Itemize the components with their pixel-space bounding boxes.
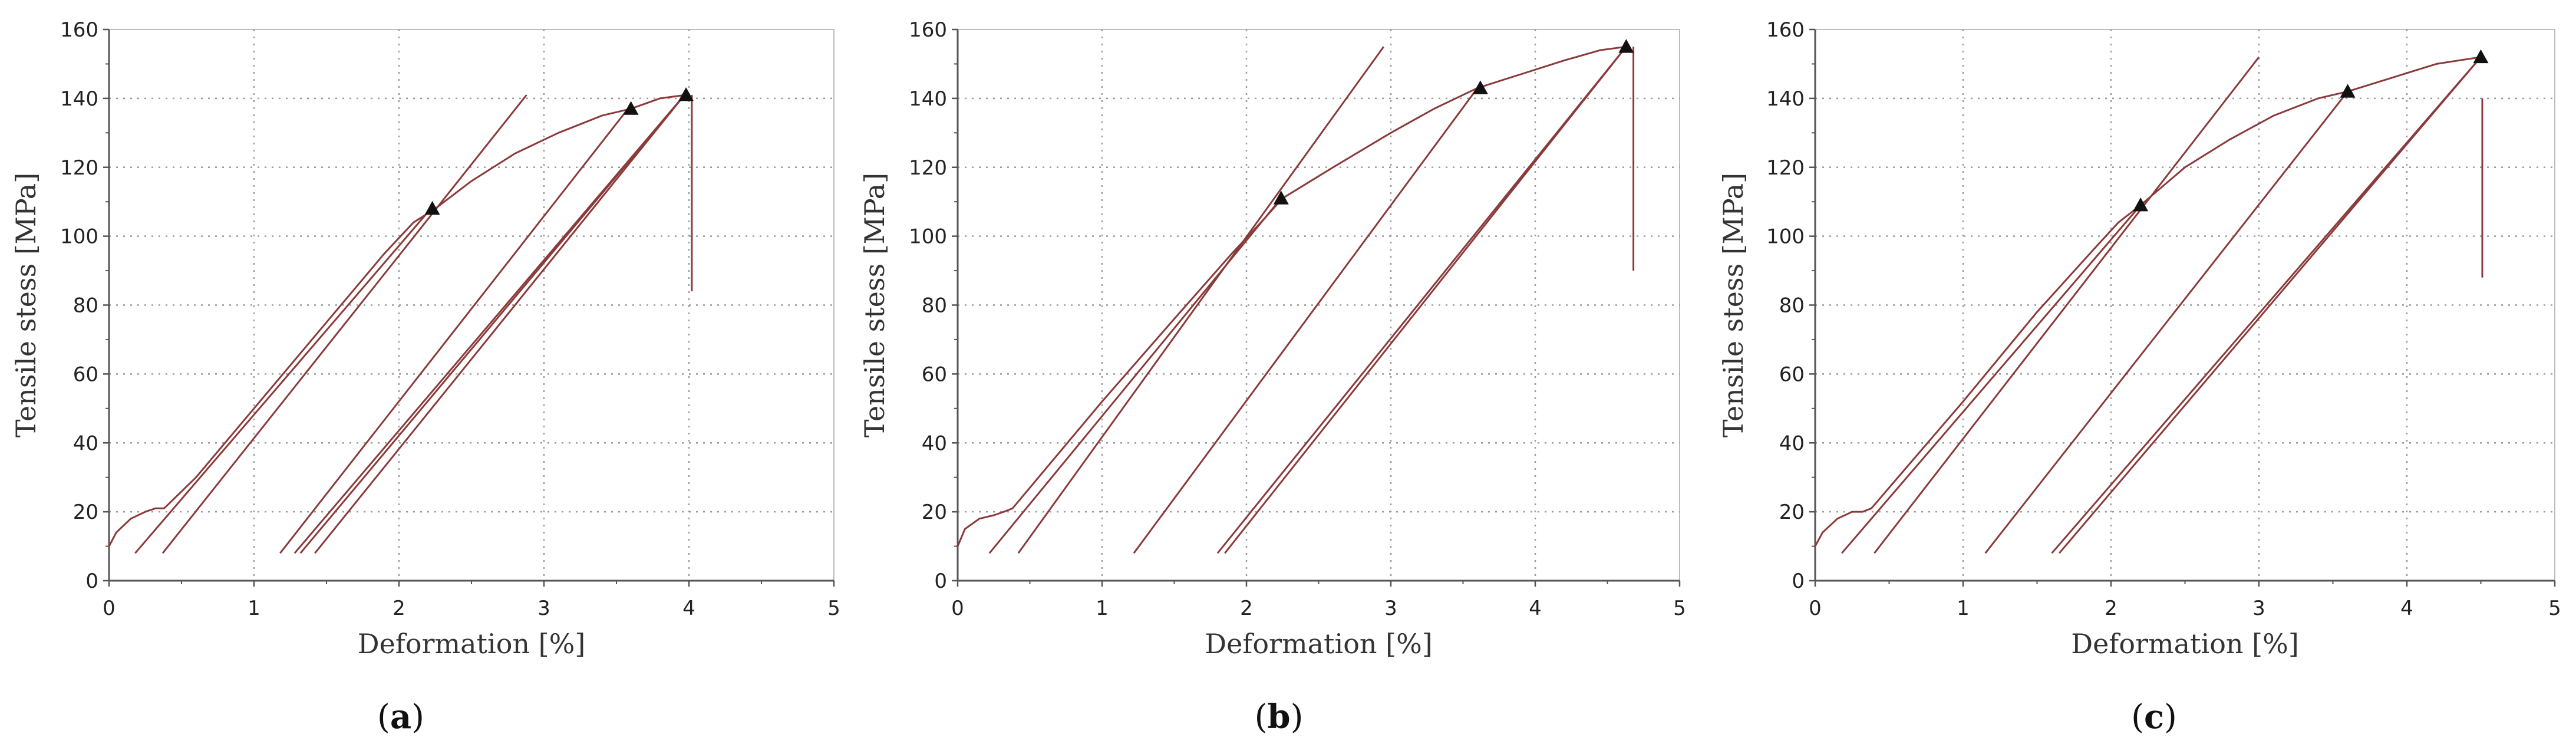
y-tick-label: 160 xyxy=(60,18,98,42)
series-reloading-line xyxy=(314,94,685,554)
y-tick-label: 20 xyxy=(73,501,98,524)
y-tick-label: 120 xyxy=(1766,156,1805,180)
x-tick-label: 2 xyxy=(392,597,405,620)
x-tick-label: 2 xyxy=(1240,597,1253,620)
series-unloading-line xyxy=(1984,91,2349,554)
y-tick-label: 160 xyxy=(909,18,947,42)
series-unloading-line xyxy=(1133,87,1479,554)
x-tick-label: 3 xyxy=(2252,597,2265,620)
series-unloading-line xyxy=(299,94,685,554)
x-axis-title: Deformation [%] xyxy=(2071,628,2299,660)
y-tick-label: 0 xyxy=(1792,569,1805,593)
series-unloading-line xyxy=(988,197,1282,554)
data-marker-triangle xyxy=(424,200,440,215)
y-tick-label: 60 xyxy=(1779,363,1805,386)
y-tick-label: 60 xyxy=(922,363,947,386)
series-unloading-line xyxy=(2059,56,2482,554)
series-unloading-line xyxy=(1841,205,2142,554)
x-tick-label: 4 xyxy=(2400,597,2413,620)
series-reloading-line xyxy=(2051,56,2482,554)
y-axis-title: Tensile stess [MPa] xyxy=(10,173,42,437)
series-unloading-line xyxy=(134,208,432,554)
x-tick-label: 1 xyxy=(1096,597,1109,620)
x-axis-title: Deformation [%] xyxy=(358,628,586,660)
y-tick-label: 160 xyxy=(1766,18,1805,42)
x-tick-label: 5 xyxy=(1673,597,1686,620)
data-marker-triangle xyxy=(623,101,639,115)
y-tick-label: 140 xyxy=(60,87,98,111)
chart-panel-b: 0 20 40 60 80 100 120 140 160 0 1 2 3 4 5 Deformation [… xyxy=(859,18,1686,736)
y-tick-label: 140 xyxy=(1766,87,1805,111)
data-marker-triangle xyxy=(1273,190,1289,205)
x-tick-label: 1 xyxy=(1957,597,1970,620)
y-tick-label: 0 xyxy=(85,569,98,593)
y-tick-label: 40 xyxy=(922,432,947,455)
x-tick-label: 0 xyxy=(951,597,964,620)
y-tick-label: 0 xyxy=(934,569,947,593)
series-reloading-line xyxy=(161,94,527,554)
y-tick-label: 120 xyxy=(909,156,947,180)
y-tick-label: 100 xyxy=(909,225,947,249)
y-axis-title: Tensile stess [MPa] xyxy=(1717,173,1749,437)
data-marker-triangle xyxy=(2133,197,2149,212)
x-tick-label: 0 xyxy=(1809,597,1822,620)
x-tick-label: 3 xyxy=(1384,597,1397,620)
series-reloading-line xyxy=(1017,46,1385,554)
x-tick-label: 3 xyxy=(537,597,550,620)
series-reloading-line xyxy=(1216,46,1627,554)
series-loading-line xyxy=(1814,56,2481,547)
series-reloading-line xyxy=(1874,56,2260,554)
y-tick-label: 100 xyxy=(60,225,98,249)
y-tick-label: 100 xyxy=(1766,225,1805,249)
x-tick-label: 4 xyxy=(1529,597,1542,620)
y-tick-label: 80 xyxy=(922,294,947,318)
chart-panel-c: 0 20 40 60 80 100 120 140 160 0 1 2 3 4 5 Deformation [… xyxy=(1717,18,2561,736)
x-tick-label: 5 xyxy=(827,597,840,620)
y-tick-label: 80 xyxy=(1779,294,1805,318)
x-tick-label: 1 xyxy=(248,597,260,620)
y-tick-label: 60 xyxy=(73,363,98,386)
y-tick-label: 80 xyxy=(73,294,98,318)
x-axis-title: Deformation [%] xyxy=(1205,628,1433,660)
y-axis-title: Tensile stess [MPa] xyxy=(859,173,890,437)
y-tick-label: 40 xyxy=(1779,432,1805,455)
panel-label: (a) xyxy=(377,697,424,736)
x-tick-label: 5 xyxy=(2548,597,2561,620)
data-marker-triangle xyxy=(1618,39,1634,53)
y-tick-label: 20 xyxy=(922,501,947,524)
panel-label: (b) xyxy=(1255,697,1304,736)
series-loading-line xyxy=(108,94,687,547)
series-loading-line xyxy=(956,45,1627,547)
y-tick-label: 140 xyxy=(909,87,947,111)
panel-label: (c) xyxy=(2131,697,2177,736)
x-tick-label: 0 xyxy=(103,597,116,620)
chart-panel-a: 0 20 40 60 80 100 120 140 160 0 1 2 3 4 5 Deformation [… xyxy=(10,18,840,736)
series-unloading-line xyxy=(1224,46,1627,554)
plot-frame xyxy=(1815,29,2555,581)
data-marker-triangle xyxy=(2473,49,2489,64)
x-tick-label: 4 xyxy=(682,597,695,620)
y-tick-label: 40 xyxy=(73,432,98,455)
data-marker-triangle xyxy=(1472,80,1488,94)
data-marker-triangle xyxy=(2340,84,2356,98)
data-marker-triangle xyxy=(678,87,694,101)
y-tick-label: 20 xyxy=(1779,501,1805,524)
y-tick-label: 120 xyxy=(60,156,98,180)
x-tick-label: 2 xyxy=(2105,597,2117,620)
series-unloading-line xyxy=(279,108,629,554)
